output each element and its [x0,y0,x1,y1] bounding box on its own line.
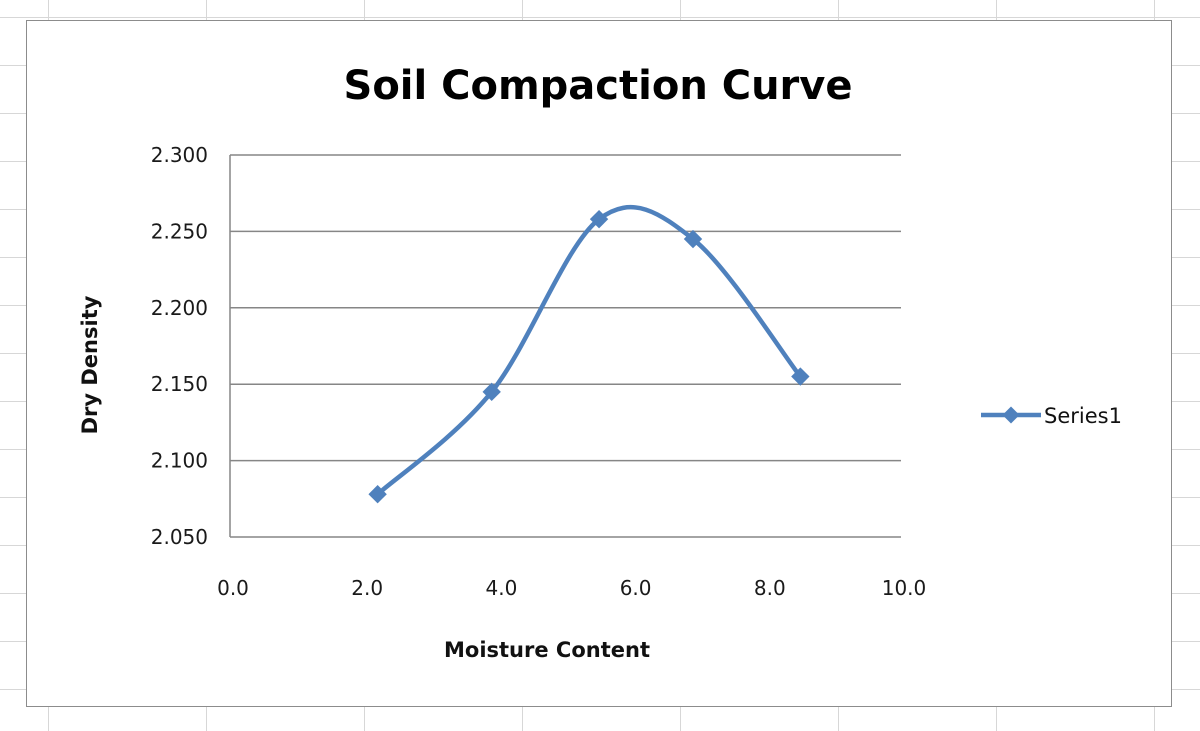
chart-area[interactable]: Soil Compaction Curve 2.050 2.100 2.150 2.2… [26,20,1172,707]
chart-canvas: Soil Compaction Curve 2.050 2.100 2.150 2.2… [78,63,1122,662]
y-axis-title: Dry Density [78,295,102,434]
x-tick-label: 0.0 [217,576,249,600]
y-tick-label: 2.050 [151,525,208,549]
x-tick-label: 4.0 [485,576,517,600]
data-point-marker [589,209,609,229]
x-axis-title: Moisture Content [444,638,650,662]
legend[interactable]: Series1 [981,404,1122,428]
data-point-marker [791,367,810,386]
data-point-marker [683,229,703,249]
x-tick-label: 2.0 [351,576,383,600]
x-axis-ticks: 0.0 2.0 4.0 6.0 8.0 10.0 [217,576,926,600]
series-plot [368,205,810,504]
y-axis-ticks: 2.050 2.100 2.150 2.200 2.250 2.300 [151,143,208,549]
legend-label-series1: Series1 [1044,404,1122,428]
legend-marker-series1 [1002,406,1020,424]
data-point-marker [368,485,387,504]
y-tick-label: 2.250 [151,219,208,243]
x-tick-label: 6.0 [620,576,652,600]
x-tick-label: 8.0 [754,576,786,600]
x-tick-label: 10.0 [882,576,927,600]
y-tick-label: 2.200 [151,296,208,320]
series-line-1 [375,205,803,497]
y-tick-label: 2.150 [151,372,208,396]
chart-title: Soil Compaction Curve [344,63,853,109]
y-tick-label: 2.300 [151,143,208,167]
y-tick-label: 2.100 [151,449,208,473]
data-point-marker [482,382,501,402]
gridlines [229,154,901,538]
